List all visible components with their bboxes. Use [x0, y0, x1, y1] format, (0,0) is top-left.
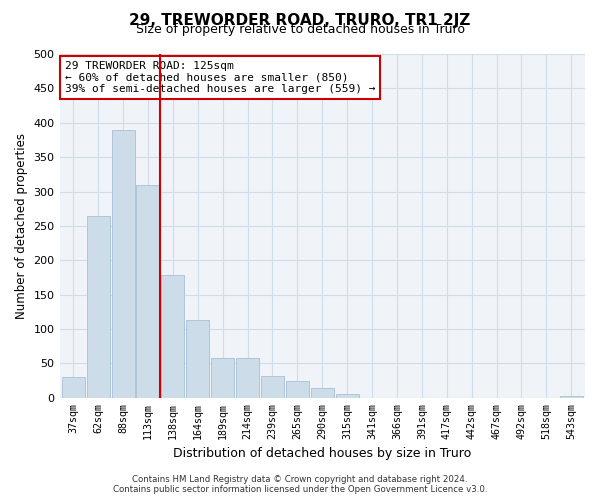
Text: Size of property relative to detached houses in Truro: Size of property relative to detached ho…: [136, 22, 464, 36]
Bar: [186, 320, 209, 398]
Bar: [161, 276, 184, 398]
Bar: [261, 376, 284, 398]
Bar: [136, 184, 160, 398]
Y-axis label: Number of detached properties: Number of detached properties: [15, 133, 28, 319]
Bar: [112, 130, 134, 398]
Bar: [236, 358, 259, 398]
Bar: [211, 358, 234, 398]
Bar: [560, 396, 583, 398]
Bar: [86, 216, 110, 398]
Text: 29, TREWORDER ROAD, TRURO, TR1 2JZ: 29, TREWORDER ROAD, TRURO, TR1 2JZ: [130, 12, 470, 28]
Bar: [336, 394, 359, 398]
Text: 29 TREWORDER ROAD: 125sqm
← 60% of detached houses are smaller (850)
39% of semi: 29 TREWORDER ROAD: 125sqm ← 60% of detac…: [65, 61, 375, 94]
Bar: [62, 377, 85, 398]
Bar: [286, 380, 309, 398]
X-axis label: Distribution of detached houses by size in Truro: Distribution of detached houses by size …: [173, 447, 472, 460]
Bar: [311, 388, 334, 398]
Text: Contains HM Land Registry data © Crown copyright and database right 2024.
Contai: Contains HM Land Registry data © Crown c…: [113, 474, 487, 494]
